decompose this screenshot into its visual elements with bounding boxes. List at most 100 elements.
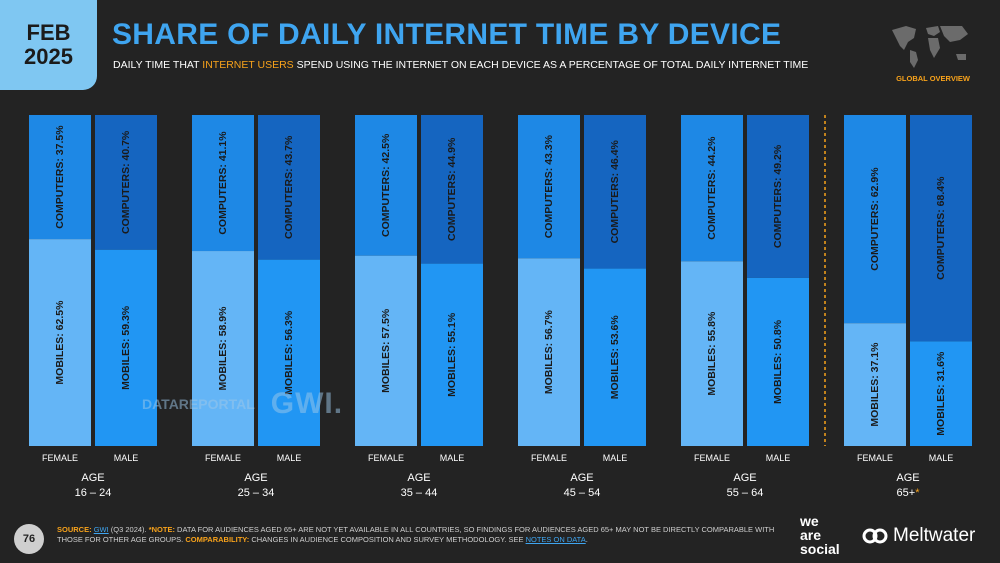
bar-mobiles-female (192, 251, 254, 446)
age-group-label: AGE (570, 472, 593, 484)
notes-end: . (585, 535, 588, 544)
bar-mobiles-male (910, 341, 972, 446)
data-label-computers: COMPUTERS: 68.4% (935, 176, 947, 280)
age-range-label: 55 – 64 (727, 487, 764, 499)
comparability-text: CHANGES IN AUDIENCE COMPOSITION AND SURV… (249, 535, 526, 544)
data-label-mobiles: MOBILES: 58.9% (217, 306, 229, 391)
bar-computers-female (192, 115, 254, 252)
data-label-mobiles: MOBILES: 55.1% (446, 312, 458, 397)
age-group-label: AGE (244, 472, 267, 484)
data-label-mobiles: MOBILES: 53.6% (609, 315, 621, 400)
date-badge: FEB 2025 (0, 0, 97, 90)
data-label-mobiles: MOBILES: 56.3% (283, 310, 295, 395)
age-group-label: AGE (733, 472, 756, 484)
watermark: DATAREPORTAL GWI. (142, 387, 343, 421)
age-range-label: 16 – 24 (75, 487, 112, 499)
bar-mobiles-female (29, 239, 91, 446)
bar-mobiles-male (421, 263, 483, 446)
gender-label: FEMALE (531, 453, 567, 463)
data-label-mobiles: MOBILES: 55.8% (706, 311, 718, 396)
logo-word-3: social (800, 541, 840, 557)
gender-label: FEMALE (857, 453, 893, 463)
bar-mobiles-male (747, 277, 809, 446)
data-label-mobiles: MOBILES: 37.1% (869, 342, 881, 427)
data-label-mobiles: MOBILES: 56.7% (543, 309, 555, 394)
bar-computers-male (747, 115, 809, 278)
footnote: SOURCE: GWI (Q3 2024). *NOTE: DATA FOR A… (57, 525, 777, 545)
gender-label: FEMALE (694, 453, 730, 463)
bar-mobiles-male (95, 249, 157, 446)
page-title: SHARE OF DAILY INTERNET TIME BY DEVICE (112, 18, 782, 51)
data-label-computers: COMPUTERS: 49.2% (772, 144, 784, 248)
notes-on-data-link[interactable]: NOTES ON DATA (525, 535, 586, 544)
bar-mobiles-male (258, 259, 320, 446)
date-year: 2025 (24, 44, 73, 69)
note-label: *NOTE: (148, 525, 175, 534)
gwi-watermark: GWI. (270, 387, 344, 420)
bar-mobiles-female (518, 258, 580, 446)
data-label-mobiles: MOBILES: 31.6% (935, 351, 947, 436)
subtitle-highlight: INTERNET USERS (202, 59, 294, 71)
data-label-mobiles: MOBILES: 57.5% (380, 308, 392, 393)
bar-mobiles-male (584, 268, 646, 446)
meltwater-logo: Meltwater (862, 525, 975, 547)
gender-label: MALE (766, 453, 791, 463)
source-text: (Q3 2024). (108, 525, 149, 534)
gender-label: FEMALE (368, 453, 404, 463)
age-note-marker: * (915, 487, 920, 499)
source-label: SOURCE: (57, 525, 92, 534)
data-label-computers: COMPUTERS: 43.7% (283, 135, 295, 239)
age-group-label: AGE (81, 472, 104, 484)
data-label-mobiles: MOBILES: 59.3% (120, 305, 132, 390)
bar-computers-female (681, 115, 743, 262)
bar-computers-male (910, 115, 972, 342)
data-label-computers: COMPUTERS: 41.1% (217, 131, 229, 235)
page-number: 76 (14, 524, 44, 554)
age-group-label: AGE (407, 472, 430, 484)
data-label-computers: COMPUTERS: 62.9% (869, 167, 881, 271)
data-label-computers: COMPUTERS: 46.4% (609, 139, 621, 243)
gender-label: FEMALE (205, 453, 241, 463)
page-subtitle: DAILY TIME THAT INTERNET USERS SPEND USI… (113, 59, 808, 71)
date-month: FEB (26, 20, 71, 45)
bar-computers-female (29, 115, 91, 240)
age-range-label: 65+* (897, 487, 921, 499)
note-text: DATA FOR AUDIENCES AGED 65+ ARE NOT YET … (57, 525, 775, 544)
comparability-label: COMPARABILITY: (185, 535, 250, 544)
data-label-computers: COMPUTERS: 40.7% (120, 130, 132, 234)
gender-label: MALE (603, 453, 628, 463)
data-label-computers: COMPUTERS: 44.2% (706, 136, 718, 240)
gender-label: MALE (929, 453, 954, 463)
age-range-label: 45 – 54 (564, 487, 601, 499)
datareportal-watermark: DATAREPORTAL (142, 396, 255, 412)
data-label-computers: COMPUTERS: 44.9% (446, 137, 458, 241)
meltwater-wordmark: Meltwater (893, 525, 976, 546)
subtitle-post: SPEND USING THE INTERNET ON EACH DEVICE … (293, 59, 809, 71)
gender-label: MALE (440, 453, 465, 463)
bar-computers-female (844, 115, 906, 324)
age-range-label: 25 – 34 (238, 487, 275, 499)
bar-computers-female (355, 115, 417, 256)
bar-computers-male (584, 115, 646, 269)
gender-label: FEMALE (42, 453, 78, 463)
we-are-social-logo: we are social (800, 514, 840, 556)
data-label-mobiles: MOBILES: 62.5% (54, 300, 66, 385)
global-overview-label: GLOBAL OVERVIEW (896, 74, 970, 83)
age-range-label: 35 – 44 (401, 487, 438, 499)
data-label-computers: COMPUTERS: 43.3% (543, 134, 555, 238)
subtitle-pre: DAILY TIME THAT (113, 59, 203, 71)
gender-label: MALE (277, 453, 302, 463)
bar-mobiles-female (355, 255, 417, 446)
logo-word-2: are (800, 527, 822, 543)
bar-computers-male (258, 115, 320, 260)
gender-label: MALE (114, 453, 139, 463)
meltwater-icon (862, 528, 888, 544)
bar-mobiles-female (844, 323, 906, 446)
data-label-computers: COMPUTERS: 42.5% (380, 133, 392, 237)
data-label-computers: COMPUTERS: 37.5% (54, 125, 66, 229)
source-link[interactable]: GWI (93, 525, 109, 534)
bar-computers-male (421, 115, 483, 264)
logo-word-1: we (800, 513, 819, 529)
bar-mobiles-female (681, 261, 743, 446)
